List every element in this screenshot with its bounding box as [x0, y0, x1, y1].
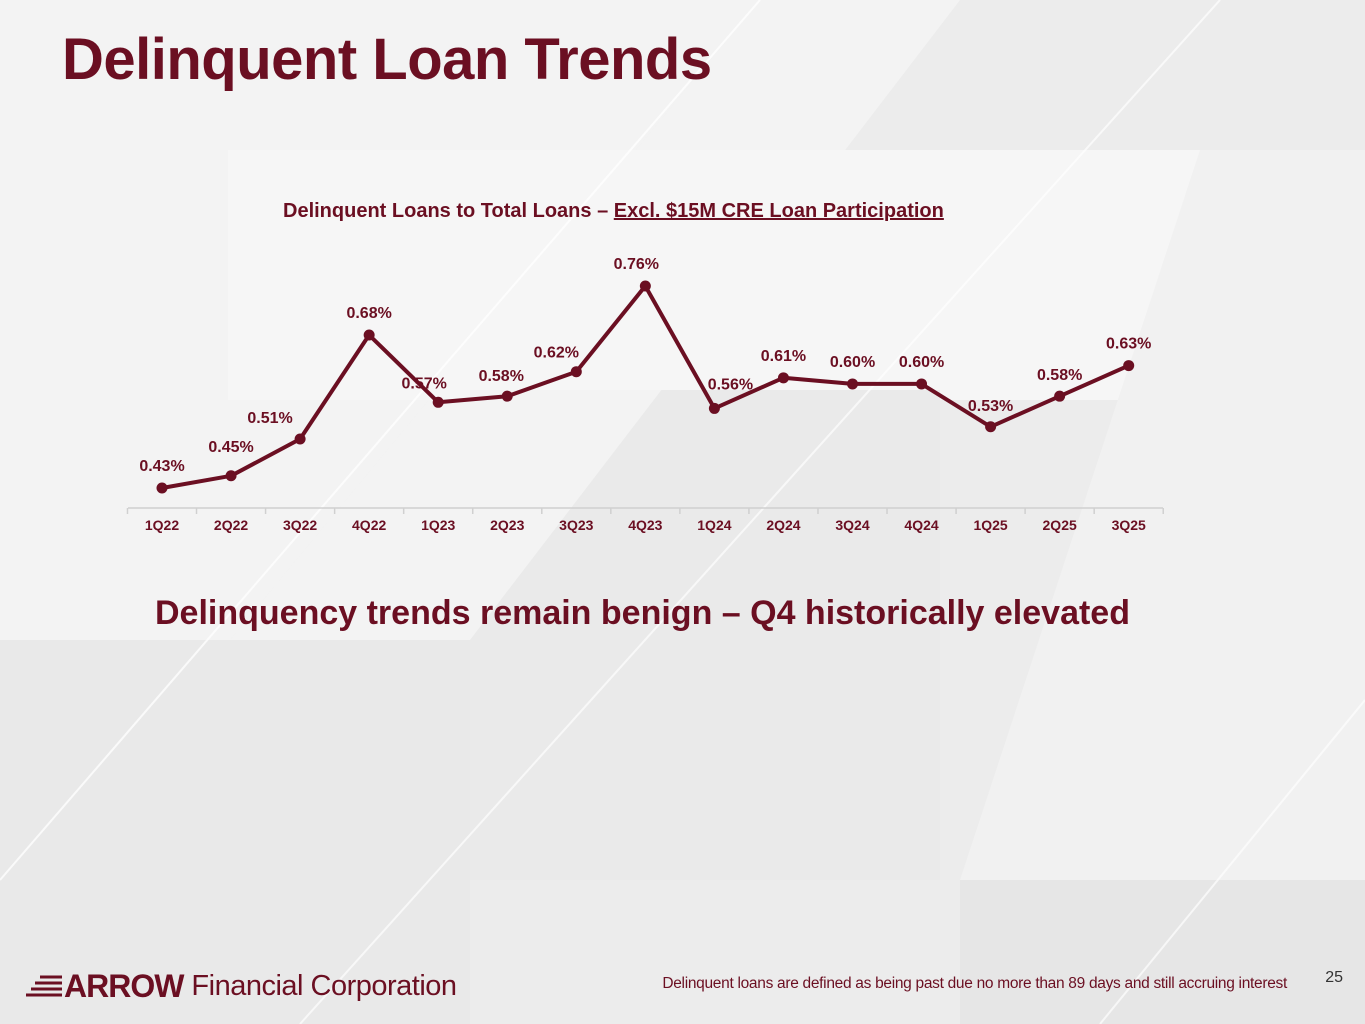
data-point-2q24 [777, 372, 789, 384]
x-tick-label-1q25: 1Q25 [973, 517, 1007, 533]
data-point-1q23 [432, 396, 444, 408]
x-tick-label-2q25: 2Q25 [1043, 517, 1077, 533]
chart-title: Delinquent Loans to Total Loans – Excl. … [283, 200, 944, 223]
data-label-1q25: 0.53% [968, 398, 1013, 415]
data-label-1q24: 0.56% [708, 376, 753, 393]
x-tick-label-3q22: 3Q22 [283, 517, 317, 533]
x-tick-label-2q23: 2Q23 [490, 517, 524, 533]
company-logo: ARROW Financial Corporation [26, 968, 457, 1004]
x-tick-label-1q22: 1Q22 [145, 517, 179, 533]
logo-brand: ARROW [64, 967, 184, 1004]
data-point-2q25 [1054, 390, 1066, 402]
arrow-lines-icon [26, 975, 62, 997]
footnote: Delinquent loans are defined as being pa… [662, 975, 1287, 992]
data-point-1q22 [156, 482, 168, 494]
data-label-1q22: 0.43% [139, 458, 184, 475]
logo-subtitle: Financial Corporation [191, 969, 457, 1002]
data-label-2q22: 0.45% [208, 439, 253, 456]
x-tick-label-3q24: 3Q24 [835, 517, 869, 533]
data-label-3q24: 0.60% [830, 354, 875, 371]
data-point-2q22 [225, 470, 237, 482]
data-label-1q23: 0.57% [402, 375, 447, 392]
data-label-2q25: 0.58% [1037, 367, 1082, 384]
chart-title-underlined: Excl. $15M CRE Loan Participation [613, 200, 944, 222]
x-tick-label-3q23: 3Q23 [559, 517, 593, 533]
x-tick-label-3q25: 3Q25 [1112, 517, 1146, 533]
data-point-3q25 [1123, 360, 1135, 372]
x-tick-label-4q23: 4Q23 [628, 517, 662, 533]
series-line [161, 284, 1130, 490]
x-tick-label-1q24: 1Q24 [697, 517, 731, 533]
data-point-4q23 [639, 280, 651, 292]
x-tick-label-2q24: 2Q24 [766, 517, 800, 533]
data-point-3q24 [847, 378, 858, 390]
data-point-1q25 [985, 421, 997, 433]
data-point-1q24 [708, 402, 720, 414]
data-label-4q23: 0.76% [614, 256, 659, 273]
data-point-3q22 [294, 433, 306, 445]
data-label-2q24: 0.61% [761, 348, 806, 365]
x-tick-label-1q23: 1Q23 [421, 517, 455, 533]
data-label-2q23: 0.58% [479, 368, 524, 385]
data-point-3q23 [570, 366, 582, 378]
data-label-4q24: 0.60% [899, 354, 944, 371]
x-tick-label-2q22: 2Q22 [214, 517, 248, 533]
x-tick-label-4q22: 4Q22 [352, 517, 386, 533]
data-point-4q24 [916, 378, 928, 390]
callout-text: Delinquency trends remain benign – Q4 hi… [155, 594, 1130, 632]
chart-title-main: Delinquent Loans to Total Loans – [283, 200, 614, 222]
page-number: 25 [1325, 969, 1343, 986]
page-title: Delinquent Loan Trends [62, 27, 712, 92]
x-tick-label-4q24: 4Q24 [904, 517, 938, 533]
data-label-3q22: 0.51% [247, 410, 292, 427]
data-label-4q22: 0.68% [346, 305, 391, 322]
data-label-3q25: 0.63% [1106, 336, 1151, 353]
data-label-3q23: 0.62% [534, 345, 579, 362]
data-point-2q23 [501, 390, 513, 402]
data-point-4q22 [363, 329, 375, 341]
